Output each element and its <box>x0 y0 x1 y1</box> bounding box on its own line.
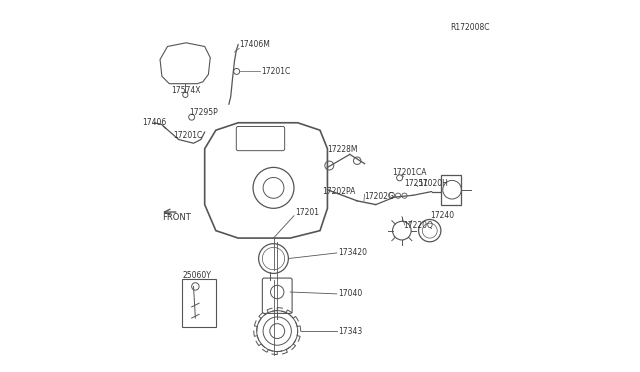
Text: FRONT: FRONT <box>162 213 191 222</box>
Text: 17202G: 17202G <box>364 192 394 201</box>
Text: 17343: 17343 <box>338 327 362 336</box>
Text: 17228M: 17228M <box>328 145 358 154</box>
Text: 17574X: 17574X <box>172 86 201 95</box>
Text: 17240: 17240 <box>429 211 454 220</box>
Text: 17201C: 17201C <box>173 131 202 140</box>
Text: 17220Q: 17220Q <box>404 221 433 230</box>
Text: 17202PA: 17202PA <box>322 187 356 196</box>
Text: 17040: 17040 <box>338 289 362 298</box>
Text: R172008C: R172008C <box>450 23 490 32</box>
Text: 17201CA: 17201CA <box>392 169 427 177</box>
Text: 173420: 173420 <box>338 248 367 257</box>
Text: 25060Y: 25060Y <box>182 271 211 280</box>
Text: 17251: 17251 <box>404 179 428 187</box>
Text: 17201C: 17201C <box>261 67 291 76</box>
Text: 17406: 17406 <box>142 118 166 127</box>
Text: 17201: 17201 <box>294 208 319 217</box>
Text: 17020H: 17020H <box>419 179 449 187</box>
Text: 17295P: 17295P <box>189 108 218 117</box>
Text: 17406M: 17406M <box>239 40 270 49</box>
